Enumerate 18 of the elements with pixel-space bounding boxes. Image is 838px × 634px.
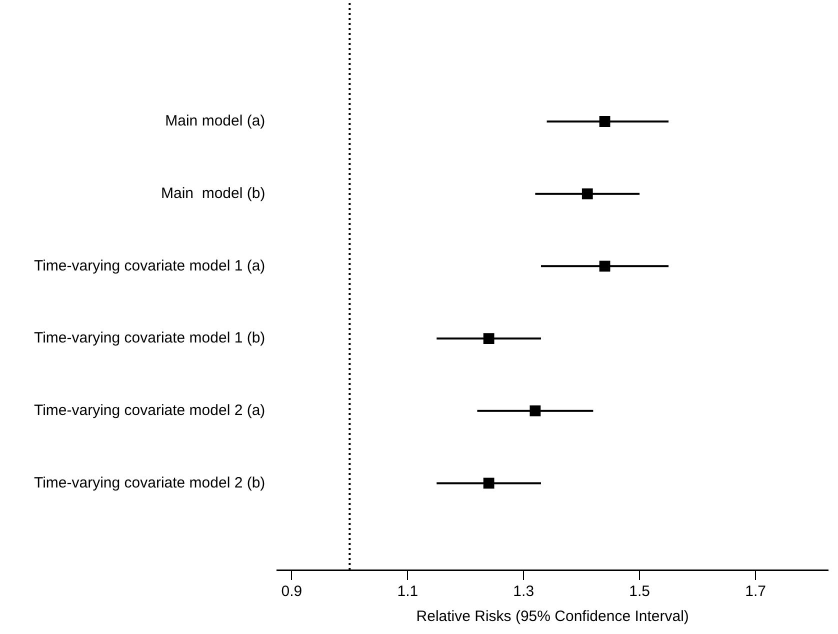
x-tick-label: 0.9: [281, 583, 302, 600]
y-tick-label: Time-varying covariate model 2 (a): [34, 402, 266, 419]
x-axis-title: Relative Risks (95% Confidence Interval): [416, 608, 689, 626]
y-tick-label: Main model (a): [165, 112, 266, 130]
point: [530, 405, 541, 416]
y-tick-label: Main model (b): [160, 184, 266, 202]
y-tick-label: Time-varying covariate model 1 (b): [34, 330, 266, 347]
point: [483, 478, 494, 489]
point: [599, 260, 610, 272]
x-tick-label: 1.5: [629, 583, 650, 600]
point: [483, 333, 494, 344]
x-tick-label: 1.7: [745, 583, 766, 600]
point: [599, 116, 610, 127]
x-tick-label: 1.3: [513, 583, 534, 600]
y-tick-label: Time-varying covariate model 2 (b): [34, 474, 266, 492]
x-tick-label: 1.1: [397, 583, 418, 600]
point: [582, 188, 593, 200]
y-tick-label: Time-varying covariate model 1 (a): [34, 257, 266, 274]
